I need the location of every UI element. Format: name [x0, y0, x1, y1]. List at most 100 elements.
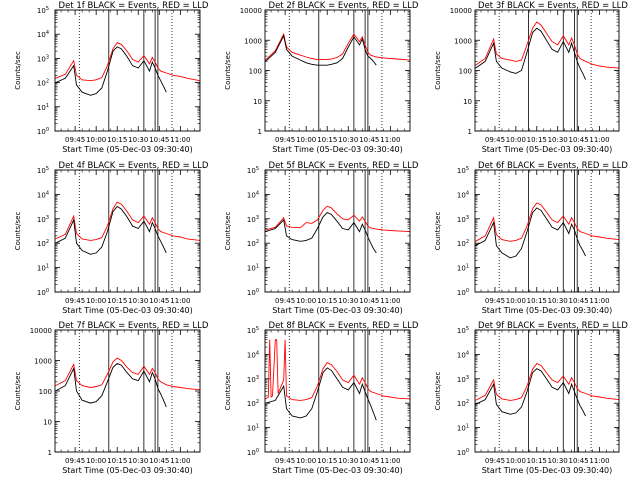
- chart-title: Det 6f BLACK = Events, RED = LLD: [478, 161, 628, 171]
- series-line-red: [55, 201, 200, 241]
- x-tick-label: 10:45: [359, 297, 379, 305]
- x-tick-label: 10:30: [548, 457, 568, 465]
- x-tick-label: 09:45: [275, 136, 295, 144]
- y-axis-label: Counts/sec: [434, 212, 442, 251]
- chart-panel-7: Det 7f BLACK = Events, RED = LLD Counts/s…: [14, 321, 209, 475]
- chart-title: Det 8f BLACK = Events, RED = LLD: [269, 321, 419, 331]
- chart-title: Det 7f BLACK = Events, RED = LLD: [59, 321, 209, 331]
- x-tick-label: 09:45: [65, 136, 85, 144]
- x-tick-label: 10:30: [548, 136, 568, 144]
- y-tick-label: 1000: [34, 358, 52, 366]
- series-line-black: [265, 212, 377, 254]
- y-tick-label: 104: [247, 350, 259, 359]
- y-tick-label: 10: [253, 98, 262, 106]
- series-line-black: [475, 207, 587, 259]
- y-axis-label: Counts/sec: [434, 372, 442, 411]
- y-tick-label: 101: [457, 424, 469, 433]
- series-line-black: [55, 362, 167, 408]
- series-line-red: [55, 42, 200, 82]
- plot-frame: [264, 329, 411, 453]
- plot-frame: [54, 9, 201, 132]
- y-tick-label: 103: [37, 215, 49, 224]
- x-axis-label: Start Time (05-Dec-03 09:30:40): [272, 306, 403, 315]
- y-axis-label: Counts/sec: [224, 372, 232, 411]
- y-tick-label: 102: [457, 239, 469, 248]
- x-tick-label: 10:30: [128, 136, 148, 144]
- series-line-black: [55, 205, 167, 255]
- x-tick-label: 10:30: [128, 457, 148, 465]
- x-tick-label: 11:00: [589, 297, 609, 305]
- y-axis-label: Counts/sec: [14, 51, 22, 90]
- chart-title: Det 5f BLACK = Events, RED = LLD: [269, 161, 419, 171]
- y-tick-label: 103: [457, 375, 469, 384]
- series-line-red: [475, 202, 619, 242]
- x-tick-label: 10:15: [107, 297, 127, 305]
- y-tick-label: 1000: [244, 37, 262, 45]
- y-tick-label: 105: [457, 166, 469, 175]
- y-axis-label: Counts/sec: [434, 51, 442, 90]
- y-axis-label: Counts/sec: [14, 372, 22, 411]
- x-tick-label: 09:45: [485, 457, 505, 465]
- y-tick-label: 102: [247, 399, 259, 408]
- chart-title: Det 1f BLACK = Events, RED = LLD: [59, 1, 209, 11]
- y-tick-label: 103: [247, 375, 259, 384]
- plot-frame: [264, 169, 411, 293]
- plot-frame: [264, 9, 411, 132]
- y-axis-label: Counts/sec: [224, 212, 232, 251]
- y-tick-label: 1000: [454, 37, 472, 45]
- series-line-red: [475, 363, 619, 401]
- chart-panel-1: Det 1f BLACK = Events, RED = LLD Counts/s…: [14, 1, 209, 154]
- y-tick-label: 105: [37, 166, 49, 175]
- x-axis-label: Start Time (05-Dec-03 09:30:40): [482, 466, 613, 475]
- series-line-black: [475, 27, 587, 80]
- y-tick-label: 104: [457, 190, 469, 199]
- series-line-black: [55, 46, 167, 96]
- chart-title: Det 4f BLACK = Events, RED = LLD: [59, 161, 209, 171]
- y-tick-label: 103: [37, 54, 49, 63]
- y-tick-label: 10000: [240, 7, 262, 15]
- x-tick-label: 09:45: [275, 297, 295, 305]
- x-tick-label: 10:00: [296, 457, 316, 465]
- chart-title: Det 2f BLACK = Events, RED = LLD: [269, 1, 419, 11]
- y-tick-label: 104: [37, 190, 49, 199]
- x-tick-label: 10:30: [128, 297, 148, 305]
- x-tick-label: 11:00: [380, 136, 400, 144]
- plot-frame: [474, 329, 620, 453]
- y-tick-label: 104: [247, 190, 259, 199]
- y-tick-label: 100: [39, 388, 52, 396]
- x-tick-label: 10:45: [568, 297, 588, 305]
- y-tick-label: 100: [459, 68, 472, 76]
- y-tick-label: 103: [457, 215, 469, 224]
- y-tick-label: 104: [37, 30, 49, 39]
- x-tick-label: 11:00: [170, 297, 190, 305]
- chart-title: Det 3f BLACK = Events, RED = LLD: [478, 1, 628, 11]
- chart-panel-4: Det 4f BLACK = Events, RED = LLD Counts/s…: [14, 161, 209, 315]
- x-tick-label: 10:15: [107, 136, 127, 144]
- chart-panel-5: Det 5f BLACK = Events, RED = LLD Counts/s…: [224, 161, 419, 315]
- x-tick-label: 10:00: [296, 297, 316, 305]
- x-tick-label: 10:00: [506, 457, 526, 465]
- y-tick-label: 105: [247, 326, 259, 335]
- x-tick-label: 10:15: [527, 136, 547, 144]
- y-tick-label: 1: [468, 128, 472, 136]
- y-tick-label: 100: [37, 288, 49, 297]
- x-tick-label: 10:15: [317, 136, 337, 144]
- x-tick-label: 10:30: [338, 297, 358, 305]
- y-tick-label: 102: [247, 239, 259, 248]
- y-tick-label: 100: [247, 448, 259, 457]
- y-tick-label: 101: [247, 264, 259, 273]
- y-tick-label: 102: [457, 399, 469, 408]
- plot-frame: [474, 169, 620, 293]
- x-tick-label: 10:45: [359, 136, 379, 144]
- x-tick-label: 09:45: [65, 457, 85, 465]
- x-tick-label: 10:00: [296, 136, 316, 144]
- x-tick-label: 10:45: [149, 136, 169, 144]
- x-tick-label: 11:00: [589, 457, 609, 465]
- x-axis-label: Start Time (05-Dec-03 09:30:40): [62, 145, 193, 154]
- x-tick-label: 10:00: [506, 297, 526, 305]
- x-axis-label: Start Time (05-Dec-03 09:30:40): [272, 145, 403, 154]
- x-tick-label: 10:45: [568, 457, 588, 465]
- x-tick-label: 10:00: [506, 136, 526, 144]
- y-tick-label: 101: [457, 264, 469, 273]
